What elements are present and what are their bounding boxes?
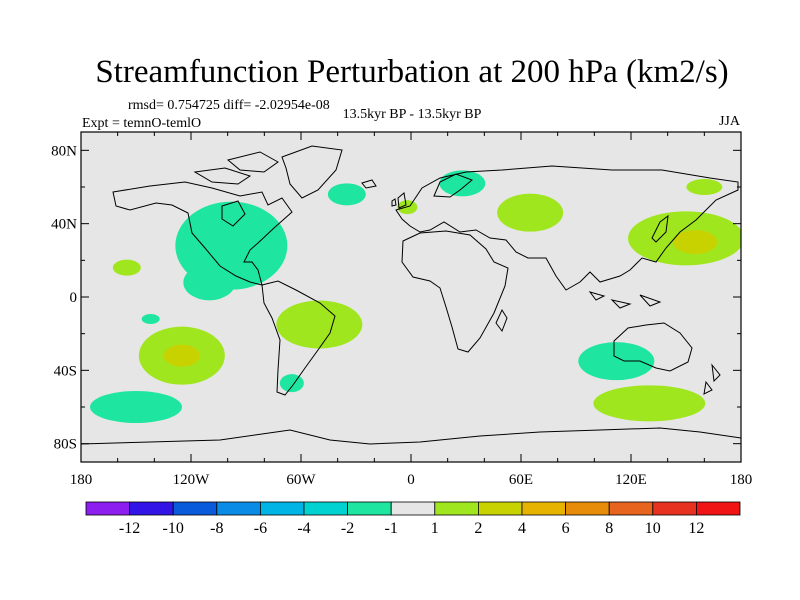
colorbar-swatch <box>696 501 741 516</box>
coast-south-america <box>261 280 336 396</box>
x-axis: 180 120W 60W 0 60E 120E 180 <box>70 132 753 488</box>
experiment-annotation: Expt = temnO-temlO <box>82 116 201 131</box>
coast-british-isles <box>391 192 407 209</box>
colorbar-swatch <box>652 501 697 516</box>
colorbar-label: 8 <box>605 520 613 537</box>
coast-canadian-islands <box>193 151 279 185</box>
x-tick-label: 60W <box>286 472 316 488</box>
colorbar-label: -1 <box>385 520 398 537</box>
colorbar-swatch <box>303 501 348 516</box>
anomaly-south-pacific-high-latitudes <box>90 391 182 423</box>
anomaly-eastern-pacific-subtropics <box>112 259 141 276</box>
x-tick-label: 120E <box>615 472 647 488</box>
colorbar-swatch <box>216 501 261 516</box>
colorbar-swatch <box>434 501 479 516</box>
colorbar-label: 12 <box>688 520 704 537</box>
anomaly-north-america-tongue <box>183 264 236 301</box>
colorbar-label: 2 <box>474 520 482 537</box>
y-tick-label: 40N <box>51 217 77 233</box>
coast-madagascar <box>495 308 508 333</box>
anomaly-kamchatka <box>686 179 723 195</box>
coast-japan <box>651 214 669 243</box>
anomaly-north-atlantic <box>327 183 366 206</box>
x-tick-label: 0 <box>407 472 415 488</box>
anomaly-southern-ocean <box>593 385 706 422</box>
coast-europe-asia <box>395 165 739 291</box>
coast-iceland <box>361 179 377 189</box>
y-tick-label: 80N <box>51 143 77 159</box>
colorbar-label: 1 <box>431 520 439 537</box>
chart-title: Streamfunction Perturbation at 200 hPa (… <box>95 54 728 90</box>
colorbar-swatch <box>259 501 305 516</box>
colorbar-swatch <box>608 501 654 516</box>
anomaly-central-asia <box>497 193 564 232</box>
colorbar-swatch <box>347 501 392 516</box>
coast-north-america <box>112 181 293 286</box>
coast-antarctica <box>81 427 741 445</box>
colorbar-swatch <box>390 501 436 516</box>
colorbar-label: -10 <box>163 520 184 537</box>
y-tick-label: 40S <box>54 363 77 379</box>
colorbar-label: -6 <box>254 520 267 537</box>
coast-scandinavia <box>433 173 473 198</box>
colorbar-swatch <box>477 501 523 516</box>
coastlines <box>81 145 741 445</box>
anomaly-eastern-pacific-equator <box>141 314 160 324</box>
anomaly-fills <box>90 170 741 423</box>
colorbar-swatch <box>565 501 610 516</box>
coast-hudson-bay <box>221 200 246 227</box>
colorbar-label: -4 <box>297 520 310 537</box>
y-tick-label: 0 <box>70 290 78 306</box>
y-axis: 80N 40N 0 40S 80S <box>51 143 741 453</box>
colorbar: -12 -10 -8 -6 -4 -2 -1 1 2 4 6 8 10 12 <box>85 501 741 537</box>
colorbar-swatch <box>129 501 174 516</box>
x-tick-label: 60E <box>509 472 533 488</box>
x-tick-label: 120W <box>173 472 211 488</box>
coast-indonesia <box>588 291 662 309</box>
colorbar-swatch <box>172 501 218 516</box>
colorbar-label: -12 <box>119 520 140 537</box>
colorbar-label: 6 <box>562 520 570 537</box>
rmsd-annotation: rmsd= 0.754725 diff= -2.02954e-08 <box>128 98 330 113</box>
anomaly-scandinavia <box>439 170 486 197</box>
anomaly-core-south-pacific-ridge <box>163 344 200 367</box>
colorbar-label: 10 <box>645 520 661 537</box>
colorbar-swatch <box>85 501 130 516</box>
colorbar-label: -8 <box>210 520 223 537</box>
coast-greenland <box>281 145 343 199</box>
anomaly-indian-ocean <box>578 342 655 381</box>
period-annotation: 13.5kyr BP - 13.5kyr BP <box>343 107 482 122</box>
season-annotation: JJA <box>719 114 741 129</box>
x-tick-label: 180 <box>70 472 93 488</box>
anomaly-core-northwest-pacific <box>673 230 718 254</box>
y-tick-label: 80S <box>54 437 77 453</box>
coast-africa <box>401 230 509 353</box>
x-tick-label: 180 <box>730 472 753 488</box>
coast-australia <box>613 322 693 372</box>
coast-new-zealand <box>703 363 721 395</box>
colorbar-label: 4 <box>518 520 526 537</box>
anomaly-south-america <box>276 300 363 349</box>
colorbar-label: -2 <box>341 520 354 537</box>
colorbar-swatch <box>521 501 566 516</box>
anomaly-patagonia <box>279 374 304 393</box>
